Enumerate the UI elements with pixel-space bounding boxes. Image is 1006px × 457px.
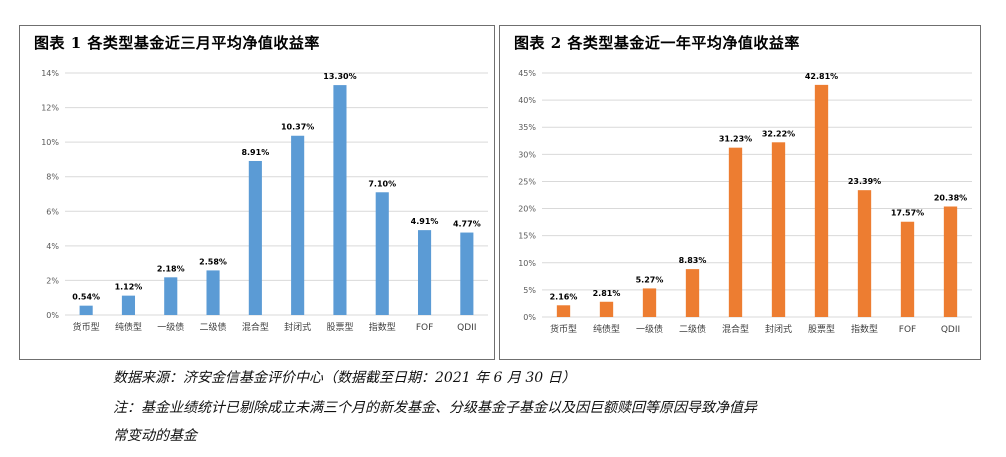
data-label: 4.77% xyxy=(453,220,481,229)
bar-chart-one-year: 0% 5% 10% 15% 20% 25% 30% 35% 40% 45% 2.16% 货币型 2.81… xyxy=(518,69,972,335)
y-tick-label: 12% xyxy=(41,104,59,113)
bar-6 xyxy=(771,142,786,317)
x-category-label: QDII xyxy=(457,323,476,333)
x-category-label: 股票型 xyxy=(326,322,353,333)
x-category-label: 纯债型 xyxy=(115,321,142,333)
x-category-label: 货币型 xyxy=(73,321,100,333)
x-category-label: 一级债 xyxy=(157,321,184,333)
bar-5 xyxy=(728,147,743,317)
data-label: 13.30% xyxy=(323,72,356,81)
x-category-label: 指数型 xyxy=(369,321,396,333)
data-source-note: 数据来源：济安金信基金评价中心（数据截至日期：2021 年 6 月 30 日） xyxy=(113,370,576,386)
data-label: 42.81% xyxy=(805,72,838,81)
bar-10 xyxy=(460,232,474,315)
bar-3 xyxy=(164,277,178,315)
bar-8 xyxy=(375,192,389,315)
x-category-label: 指数型 xyxy=(851,323,878,335)
bar-4 xyxy=(206,270,220,315)
bar-7 xyxy=(333,85,347,315)
y-tick-label: 15% xyxy=(518,232,536,241)
bar-4 xyxy=(685,269,700,317)
data-label: 2.81% xyxy=(593,289,621,298)
data-label: 17.57% xyxy=(891,209,924,218)
footnote-line-2: 常变动的基金 xyxy=(113,428,197,444)
bar-8 xyxy=(857,190,872,317)
chart-panel-three-month: 图表 1 各类型基金近三月平均净值收益率 0% 2% 4% 6% 8% 10% 12% 14%… xyxy=(19,25,495,360)
data-label: 2.58% xyxy=(199,257,227,266)
data-label: 23.39% xyxy=(848,177,881,186)
chart-panel-one-year: 图表 2 各类型基金近一年平均净值收益率 0% 5% 10% 15% 20% 25% 30%… xyxy=(499,25,981,360)
bar-5 xyxy=(248,160,262,315)
x-category-label: 二级债 xyxy=(200,321,227,333)
y-tick-label: 14% xyxy=(41,69,59,78)
y-tick-label: 0% xyxy=(523,313,536,322)
data-label: 10.37% xyxy=(281,123,314,132)
y-tick-label: 20% xyxy=(518,205,536,214)
data-label: 2.18% xyxy=(157,264,185,273)
bar-1 xyxy=(556,305,571,317)
data-label: 0.54% xyxy=(72,293,100,302)
x-category-label: 股票型 xyxy=(808,324,835,335)
y-tick-label: 10% xyxy=(518,259,536,268)
x-category-label: 混合型 xyxy=(242,321,269,333)
x-category-label: 二级债 xyxy=(679,323,706,335)
bar-10 xyxy=(943,206,958,317)
data-label: 32.22% xyxy=(762,129,795,138)
x-category-label: 货币型 xyxy=(550,323,577,335)
bar-chart-three-month: 0% 2% 4% 6% 8% 10% 12% 14% 0.54% 货币型 1.12% 纯债型 2.18%… xyxy=(41,69,488,333)
y-tick-label: 45% xyxy=(518,69,536,78)
y-tick-label: 40% xyxy=(518,96,536,105)
data-label: 1.12% xyxy=(115,283,143,292)
chart-title: 图表 2 各类型基金近一年平均净值收益率 xyxy=(514,34,800,52)
bar-9 xyxy=(417,230,432,315)
y-tick-label: 25% xyxy=(518,177,536,186)
bar-3 xyxy=(642,288,657,317)
footnote-line-1: 注：基金业绩统计已剔除成立未满三个月的新发基金、分级基金子基金以及因巨额赎回等原… xyxy=(113,400,757,416)
bar-7 xyxy=(814,84,829,317)
x-category-label: FOF xyxy=(899,325,916,335)
x-category-label: 混合型 xyxy=(722,323,749,335)
data-label: 8.83% xyxy=(679,256,707,265)
data-label: 4.91% xyxy=(411,217,439,226)
x-category-label: FOF xyxy=(416,323,433,333)
y-tick-label: 30% xyxy=(518,150,536,159)
y-tick-label: 8% xyxy=(46,173,59,182)
bar-9 xyxy=(900,221,915,317)
y-tick-label: 0% xyxy=(46,311,59,320)
bar-6 xyxy=(291,135,305,315)
y-tick-label: 2% xyxy=(46,276,59,285)
y-tick-label: 5% xyxy=(523,286,536,295)
y-tick-label: 35% xyxy=(518,123,536,132)
x-category-label: 封闭式 xyxy=(765,323,792,335)
x-category-label: QDII xyxy=(941,325,960,335)
data-label: 7.10% xyxy=(368,179,396,188)
data-label: 31.23% xyxy=(719,135,752,144)
x-category-label: 封闭式 xyxy=(284,321,311,333)
x-category-label: 一级债 xyxy=(636,323,663,335)
y-tick-label: 6% xyxy=(46,207,59,216)
y-tick-label: 4% xyxy=(46,242,59,251)
y-tick-label: 10% xyxy=(41,138,59,147)
bar-1 xyxy=(79,305,93,315)
data-label: 8.91% xyxy=(241,148,269,157)
data-label: 2.16% xyxy=(550,292,578,301)
data-label: 5.27% xyxy=(636,275,664,284)
bar-2 xyxy=(121,295,136,315)
data-label: 20.38% xyxy=(934,193,967,202)
chart-title: 图表 1 各类型基金近三月平均净值收益率 xyxy=(34,34,320,52)
bar-2 xyxy=(599,301,614,317)
x-category-label: 纯债型 xyxy=(593,323,620,335)
